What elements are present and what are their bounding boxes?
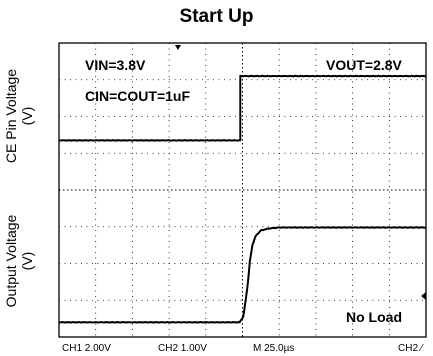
trigger-position-marker	[175, 45, 181, 50]
vout-annotation: VOUT=2.8V	[326, 57, 403, 73]
trigger-level-marker	[421, 292, 426, 300]
timebase: M 25.0µs	[253, 343, 294, 354]
traces	[58, 74, 427, 324]
trace-vout	[58, 226, 427, 324]
grid	[59, 43, 426, 337]
cin-annotation: CIN=COUT=1uF	[85, 88, 190, 104]
vin-annotation: VIN=3.8V	[85, 57, 146, 73]
trace-ce	[58, 74, 427, 142]
ch1-scale: CH1 2.00V	[62, 343, 111, 354]
load-annotation: No Load	[346, 309, 402, 325]
ch2-trigger: CH2 ∕	[398, 343, 424, 354]
ch2-scale: CH2 1.00V	[158, 343, 207, 354]
plot-frame	[58, 42, 427, 338]
chart-title: Start Up	[179, 6, 254, 27]
